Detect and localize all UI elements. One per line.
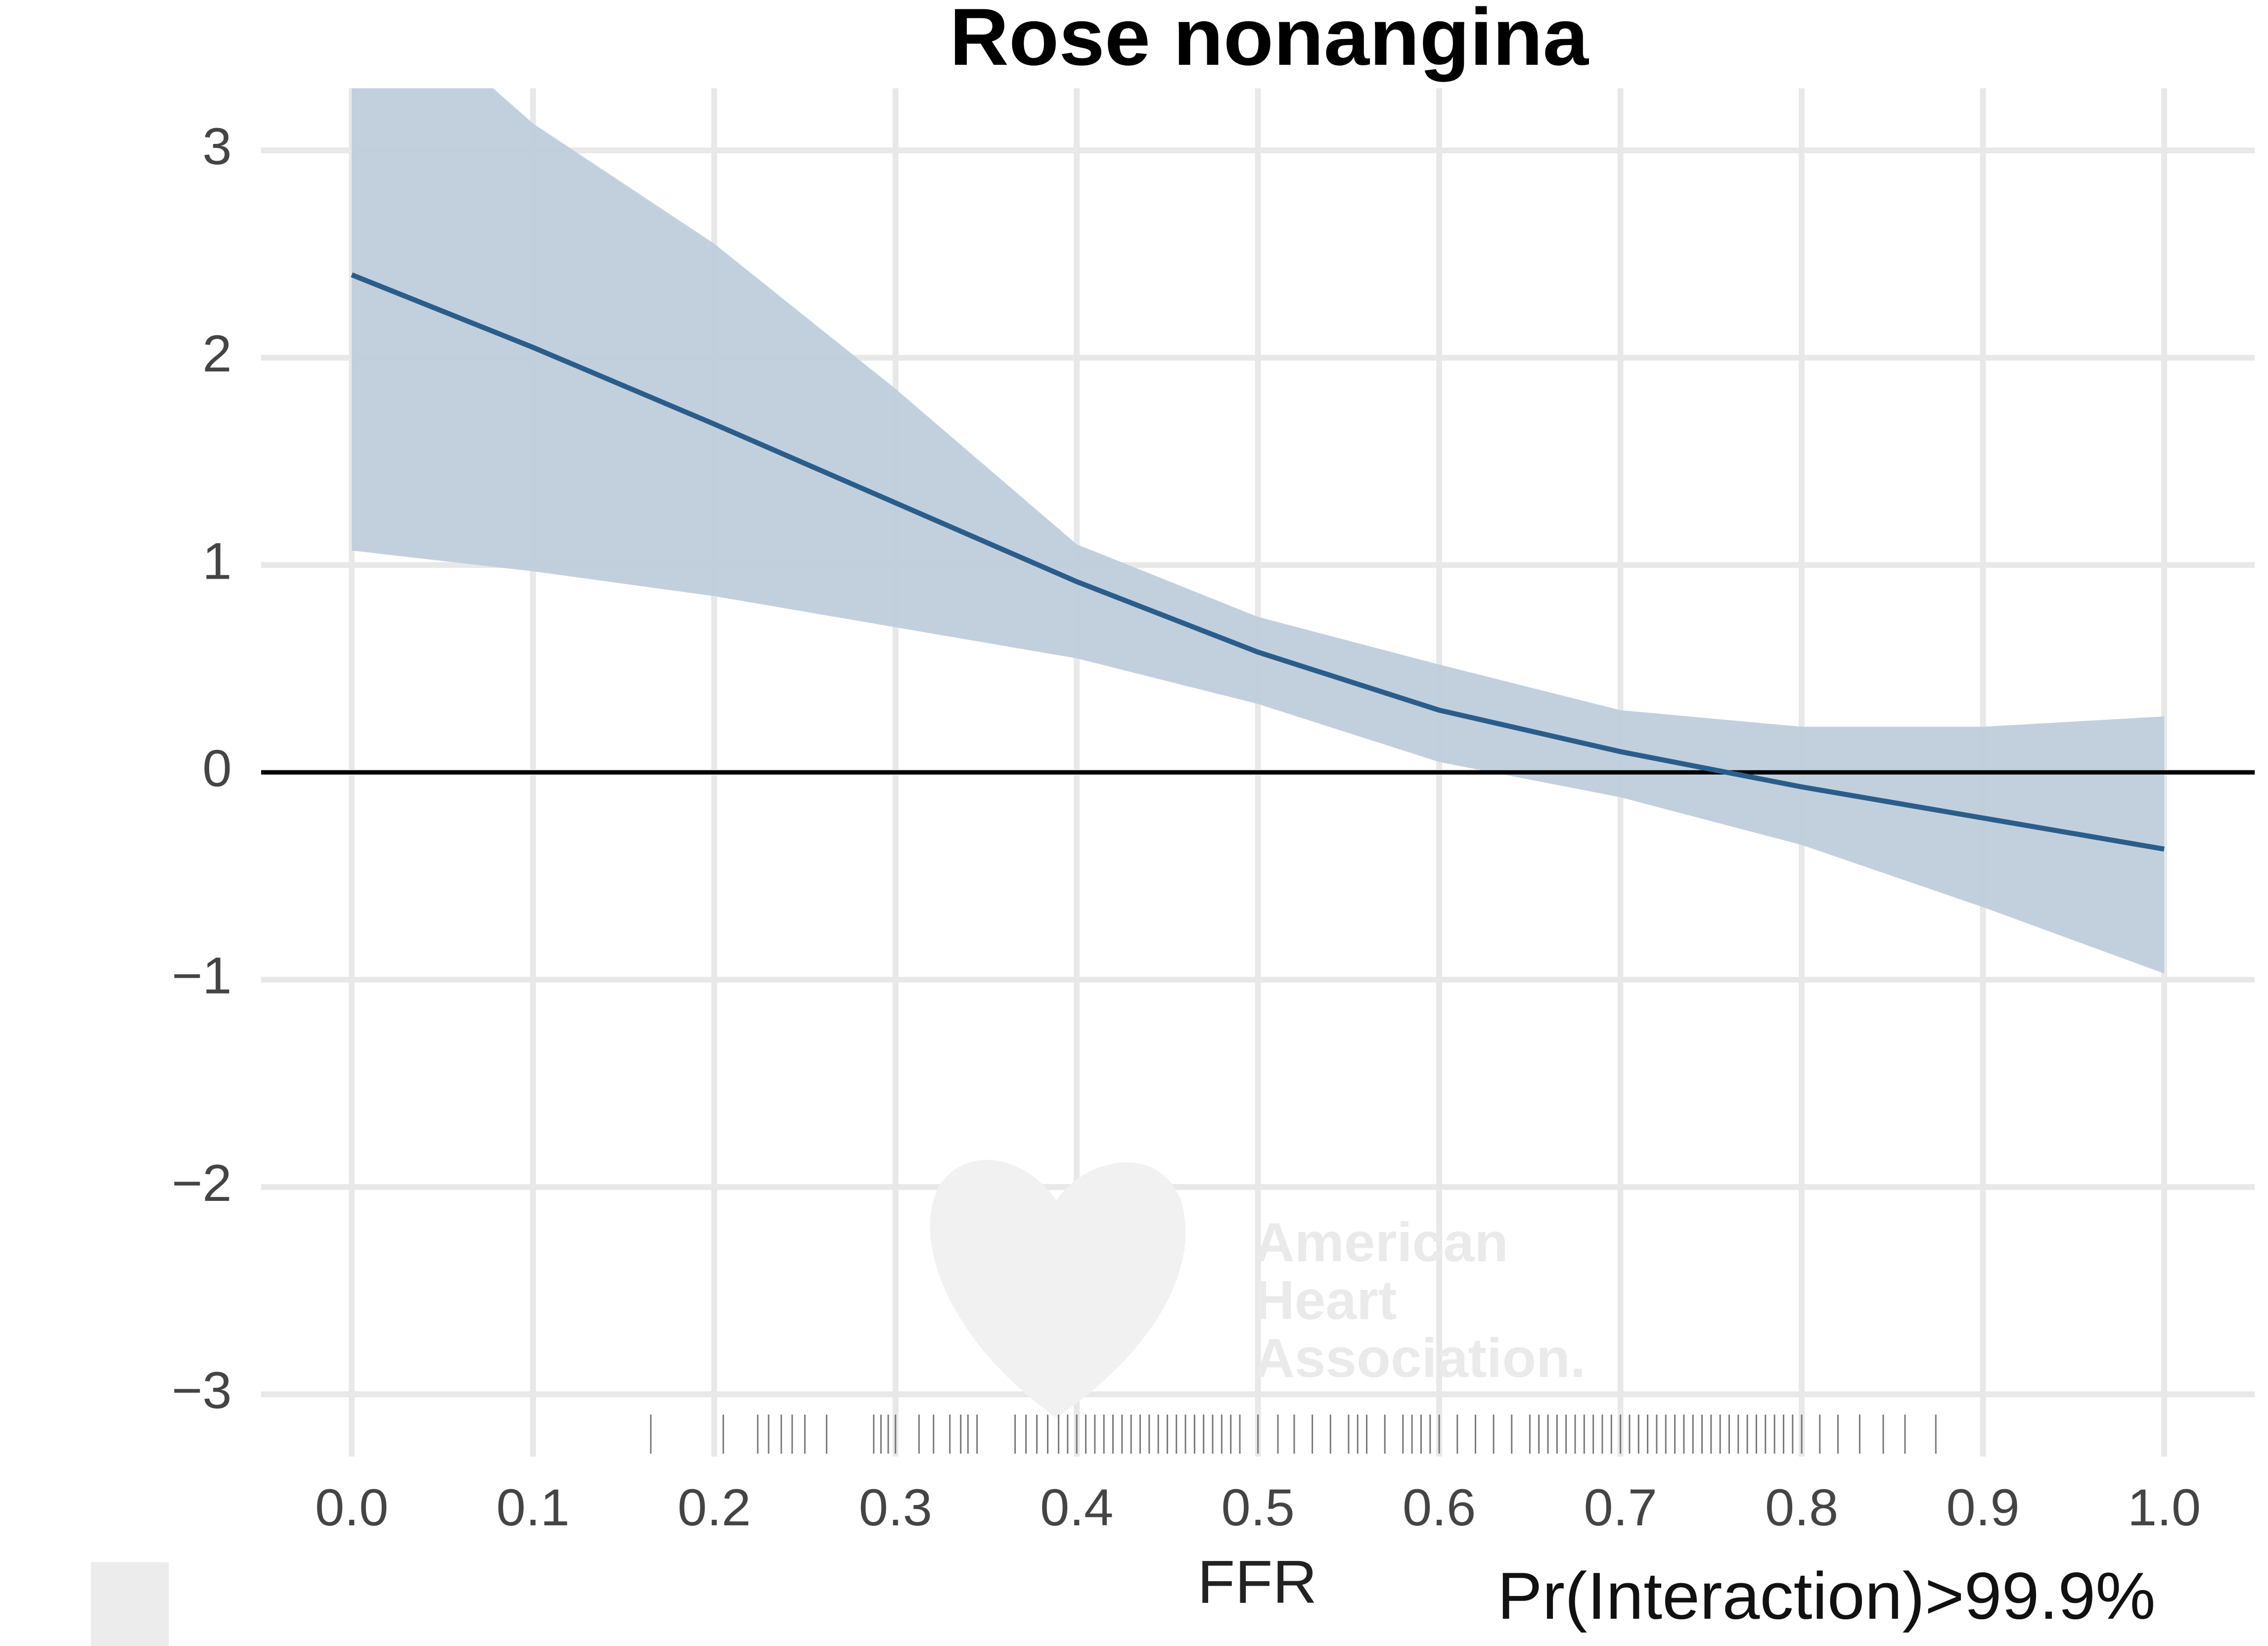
- y-tick-label: −3: [172, 1362, 232, 1419]
- x-tick-label: 0.9: [1946, 1479, 2019, 1537]
- x-tick-label: 0.1: [497, 1479, 570, 1537]
- line: [351, 272, 2165, 852]
- x-tick-label: 0.8: [1765, 1479, 1838, 1537]
- plot-area: [261, 88, 2255, 1454]
- watermark-text: American: [1254, 1212, 1508, 1273]
- annotation: Pr(Interaction)>99.9%: [1497, 1558, 2156, 1633]
- x-tick-label: 0.5: [1221, 1479, 1294, 1537]
- y-tick-label: 2: [202, 325, 231, 383]
- y-tick-label: −2: [172, 1154, 232, 1212]
- x-tick-label: 0.2: [678, 1479, 751, 1537]
- x-tick-label: 0.4: [1040, 1479, 1113, 1537]
- x-tick-label: 0.3: [859, 1479, 932, 1537]
- x-axis-label: FFR: [1197, 1548, 1317, 1616]
- y-tick-label: −1: [172, 947, 232, 1005]
- watermark-text: Heart: [1254, 1270, 1397, 1331]
- y-tick-label: 0: [202, 739, 231, 797]
- axes: −3 −2 −1 0 1 2 3 0.0 0.1 0.2 0.3 0.4 0.5 0.6 0.7 0.8 0.9…: [172, 118, 2201, 1537]
- x-tick-label: 0.6: [1403, 1479, 1476, 1537]
- watermark-logo: [930, 1160, 1186, 1417]
- confidence-band: [352, 88, 2165, 974]
- watermark: American Heart Association.: [1254, 1212, 1586, 1389]
- x-tick-label: 0.7: [1584, 1479, 1657, 1537]
- y-tick-label: 1: [202, 532, 231, 590]
- corner-block: [91, 1562, 169, 1646]
- x-tick-label: 1.0: [2128, 1479, 2201, 1537]
- watermark-text: Association.: [1254, 1327, 1586, 1389]
- chart-title: Rose nonangina: [950, 0, 1589, 82]
- x-tick-label: 0.0: [315, 1479, 388, 1537]
- y-tick-label: 3: [202, 118, 231, 176]
